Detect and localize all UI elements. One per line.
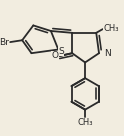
Text: N: N — [105, 49, 111, 58]
Text: S: S — [58, 47, 64, 56]
Text: CH₃: CH₃ — [77, 118, 93, 127]
Text: Br: Br — [0, 38, 9, 47]
Text: CH₃: CH₃ — [104, 24, 119, 33]
Text: O: O — [51, 51, 58, 61]
